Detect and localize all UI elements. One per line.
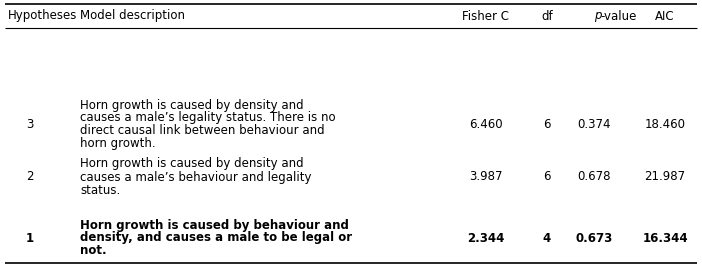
Text: Fisher C: Fisher C — [463, 10, 510, 22]
Text: not.: not. — [80, 245, 107, 257]
Text: horn growth.: horn growth. — [80, 138, 156, 151]
Text: 18.460: 18.460 — [644, 118, 685, 131]
Text: 0.678: 0.678 — [577, 171, 611, 183]
Text: direct causal link between behaviour and: direct causal link between behaviour and — [80, 124, 324, 138]
Text: 6: 6 — [543, 118, 551, 131]
Text: p: p — [594, 10, 602, 22]
Text: causes a male’s legality status. There is no: causes a male’s legality status. There i… — [80, 112, 336, 124]
Text: Model description: Model description — [80, 10, 185, 22]
Text: 21.987: 21.987 — [644, 171, 686, 183]
Text: AIC: AIC — [655, 10, 675, 22]
Text: 1: 1 — [26, 231, 34, 245]
Text: 0.374: 0.374 — [577, 118, 611, 131]
Text: 16.344: 16.344 — [642, 231, 688, 245]
Text: Horn growth is caused by density and: Horn growth is caused by density and — [80, 158, 304, 171]
Text: Horn growth is caused by behaviour and: Horn growth is caused by behaviour and — [80, 218, 349, 231]
Text: 2.344: 2.344 — [468, 231, 505, 245]
Text: df: df — [541, 10, 552, 22]
Text: 6: 6 — [543, 171, 551, 183]
Text: causes a male’s behaviour and legality: causes a male’s behaviour and legality — [80, 171, 312, 183]
Text: 0.673: 0.673 — [576, 231, 613, 245]
Text: 2: 2 — [26, 171, 34, 183]
Text: status.: status. — [80, 183, 120, 197]
Text: density, and causes a male to be legal or: density, and causes a male to be legal o… — [80, 231, 352, 245]
Text: 4: 4 — [543, 231, 551, 245]
Text: -value: -value — [600, 10, 637, 22]
Text: Hypotheses: Hypotheses — [8, 10, 77, 22]
Text: 6.460: 6.460 — [469, 118, 503, 131]
Text: Horn growth is caused by density and: Horn growth is caused by density and — [80, 99, 304, 112]
Text: 3: 3 — [26, 118, 34, 131]
Text: 3.987: 3.987 — [469, 171, 503, 183]
